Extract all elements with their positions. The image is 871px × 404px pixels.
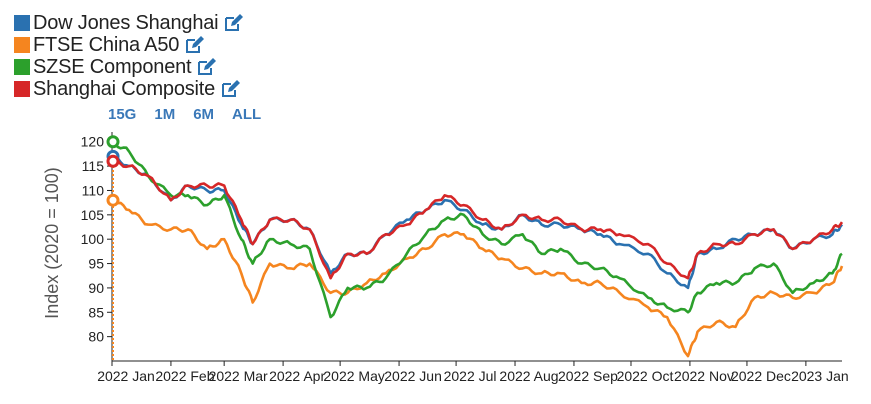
x-tick-label: 2022 Mar [209,368,268,384]
y-axis-title: Index (2020 = 100) [42,167,62,319]
series-line-2 [111,140,843,319]
y-tick-label: 110 [82,182,105,198]
legend-swatch [14,59,30,75]
series-line-0 [111,154,844,290]
edit-icon[interactable] [223,13,245,33]
legend-swatch [14,37,30,53]
x-tick-label: 2022 Jun [384,368,442,384]
legend-label: Dow Jones Shanghai [33,12,219,34]
x-tick-label: 2022 Feb [155,368,214,384]
y-tick-label: 105 [81,207,105,223]
x-tick-label: 2022 Jan [97,368,155,384]
y-tick-label: 90 [88,280,104,296]
series-line-1 [110,199,844,358]
legend: Dow Jones Shanghai FTSE China A50 SZSE Com… [14,12,245,100]
y-tick-label: 95 [88,256,104,272]
y-tick-label: 85 [88,304,104,320]
x-tick-label: 2022 Jul [444,368,497,384]
legend-item[interactable]: SZSE Component [14,56,245,78]
legend-label: Shanghai Composite [33,78,216,100]
x-tick-label: 2022 Nov [674,368,734,384]
x-tick-label: 2023 Jan [791,368,849,384]
y-tick-label: 80 [88,329,104,345]
chart-series [106,135,844,358]
legend-label: FTSE China A50 [33,34,180,56]
range-button-6m[interactable]: 6M [193,106,215,123]
x-tick-label: 2022 May [323,368,384,384]
series-start-marker-2 [106,135,120,149]
range-selector: 15G 1M 6M ALL [108,106,279,123]
x-tick-label: 2022 Sep [558,368,618,384]
range-button-all[interactable]: ALL [232,106,262,123]
series-line-3 [111,159,844,280]
y-tick-label: 120 [81,134,105,150]
legend-swatch [14,81,30,97]
x-tick-label: 2022 Dec [731,368,791,384]
legend-swatch [14,15,30,31]
x-tick-label: 2022 Apr [269,368,325,384]
y-tick-label: 100 [81,231,105,247]
legend-label: SZSE Component [33,56,192,78]
legend-item[interactable]: Dow Jones Shanghai [14,12,245,34]
edit-icon[interactable] [184,35,206,55]
edit-icon[interactable] [220,79,242,99]
series-start-marker-3 [106,154,120,168]
series-start-marker-1 [106,193,120,207]
x-tick-label: 2022 Aug [499,368,558,384]
range-button-1m[interactable]: 1M [154,106,176,123]
legend-item[interactable]: FTSE China A50 [14,34,245,56]
legend-item[interactable]: Shanghai Composite [14,78,245,100]
y-tick-label: 115 [82,158,105,174]
x-tick-label: 2022 Oct [617,368,674,384]
range-button-15g[interactable]: 15G [108,106,137,123]
edit-icon[interactable] [196,57,218,77]
